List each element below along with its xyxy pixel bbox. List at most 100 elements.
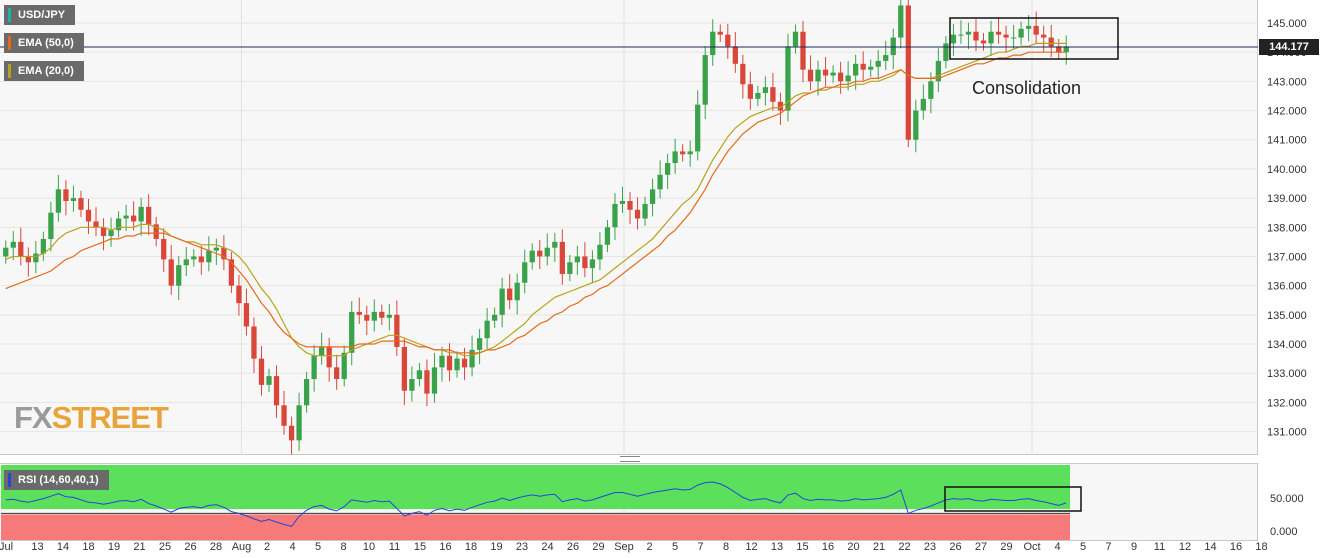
candle-body [950,34,957,44]
candle-body [499,288,505,315]
candle-body [228,259,235,286]
x-tick-label: 8 [723,541,729,553]
candle-body [439,355,445,368]
candle-body [10,241,16,248]
candle-body [168,259,174,286]
ema50-swatch [8,36,11,50]
x-tick-label: 16 [439,541,451,553]
x-tick-label: 4 [289,541,295,553]
x-tick-label: 25 [159,541,171,553]
rsi-y-tick-label: 50.000 [1270,493,1304,505]
y-tick-label: 138.000 [1267,222,1307,234]
candle-body [379,311,385,318]
legend-ema20[interactable]: EMA (20,0) [4,61,84,81]
candle-body [364,314,370,321]
candle-body [875,60,881,67]
candle-body [732,46,738,64]
x-tick-label: 12 [1179,541,1191,553]
candle-body [1010,37,1017,39]
candle-body [303,379,310,406]
candle-body [243,303,250,327]
candle-body [258,358,265,385]
candle-body [612,203,618,228]
candle-body [115,218,122,231]
x-tick-label: 18 [82,541,94,553]
candle-body [928,81,934,99]
candle-body [288,425,295,441]
candle-body [740,63,746,85]
legend-symbol-label: USD/JPY [18,9,66,21]
candle-body [1041,34,1047,38]
candle-body [747,84,753,99]
candle-body [55,189,62,213]
candle-body [710,31,716,56]
x-tick-label: 26 [949,541,961,553]
candle-body [386,314,392,318]
candle-body [898,5,904,38]
candle-body [943,43,949,61]
candle-body [213,247,219,251]
candle-body [176,265,182,286]
candle-body [604,227,611,245]
candle-body [574,256,580,263]
consolidation-box [949,17,1119,60]
candle-body [597,244,603,260]
candle-body [913,110,919,140]
panel-resize-handle[interactable] [620,456,640,462]
candle-body [672,151,678,164]
y-tick-label: 140.000 [1267,164,1307,176]
y-tick-label: 143.000 [1267,76,1307,88]
candle-body [1026,25,1032,29]
candle-body [1056,46,1062,53]
candle-body [183,259,189,266]
candle-body [461,358,468,368]
candle-body [695,104,701,152]
candle-body [138,206,144,222]
candle-body [770,87,776,102]
rsi-lower-zone [1,514,1070,540]
x-tick-label: 7 [697,541,703,553]
x-tick-label: 15 [414,541,426,553]
candle-body [431,367,438,394]
symbol-swatch [8,8,11,22]
candle-body [1033,25,1039,35]
candle-body [965,31,972,35]
last-price-badge: 144.177 [1259,38,1319,55]
legend-symbol[interactable]: USD/JPY [4,5,76,25]
candle-body [281,405,287,426]
candle-body [206,250,212,263]
x-tick-label: 14 [57,541,69,553]
candle-body [717,31,723,35]
x-tick-label: 16 [822,541,834,553]
candle-body [522,262,528,283]
candle-body [3,247,9,257]
candle-body [161,238,167,260]
x-tick-label: 4 [1054,541,1060,553]
candle-body [567,262,573,274]
candle-body [100,227,107,237]
candle-body [25,256,31,263]
x-tick-label: 11 [389,541,400,553]
legend-ema50[interactable]: EMA (50,0) [4,33,84,53]
x-tick-label: Oct [1023,541,1040,553]
candle-body [476,338,483,350]
candle-body [777,101,784,111]
candle-body [822,69,829,76]
y-tick-label: 145.000 [1267,18,1307,30]
x-tick-label: 29 [592,541,604,553]
x-tick-label: 5 [315,541,321,553]
legend-rsi[interactable]: RSI (14,60,40,1) [4,470,109,490]
candle-body [1063,46,1069,53]
candle-body [680,151,686,155]
y-tick-label: 133.000 [1267,368,1307,380]
legend-ema50-label: EMA (50,0) [18,37,74,49]
candle-body [800,31,806,70]
candle-body [537,250,543,257]
y-tick-label: 139.000 [1267,193,1307,205]
candle-body [883,55,889,61]
x-tick-label: 26 [567,541,579,553]
rsi-consolidation-box [944,486,1082,512]
candle-body [484,320,490,339]
candle-body [40,238,46,254]
x-tick-label: 18 [465,541,477,553]
